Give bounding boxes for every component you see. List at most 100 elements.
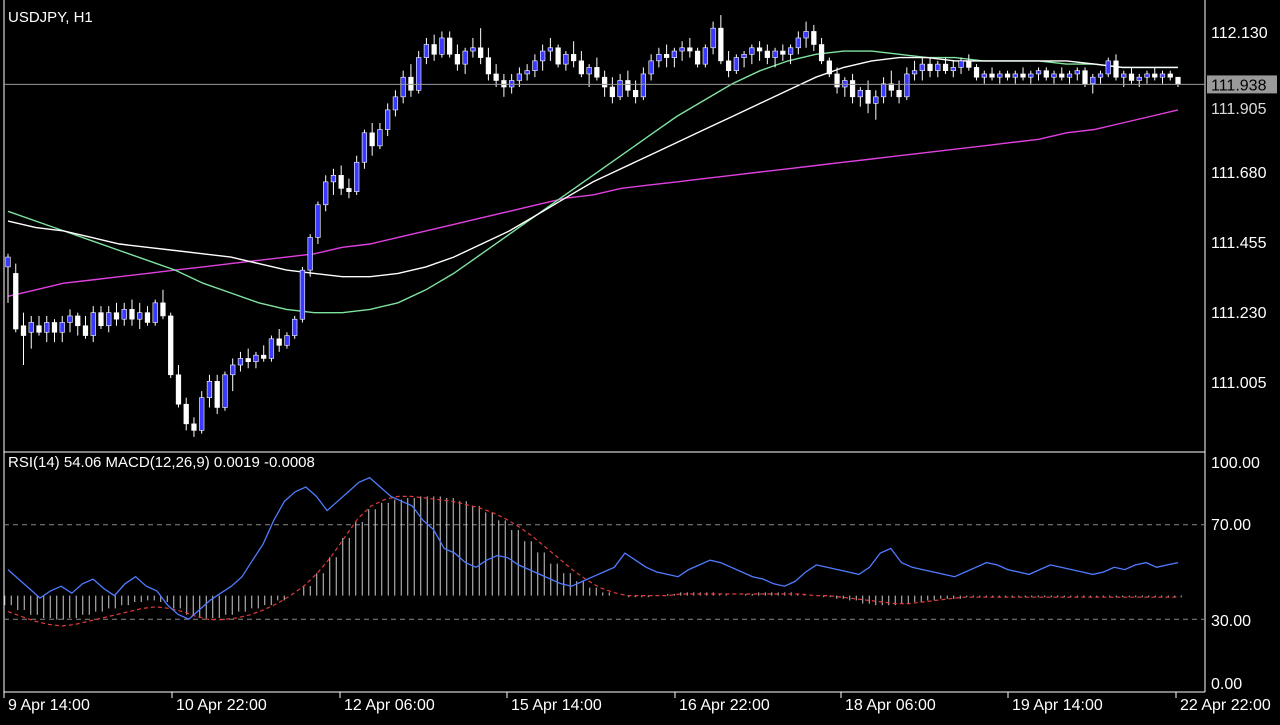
bear-candle [214,381,220,408]
bull-candle [5,256,11,268]
bull-candle [67,315,73,323]
bull-candle [237,358,244,366]
bull-candle [1097,73,1104,78]
bull-candle [416,57,422,91]
indicator-tick: 0.00 [1211,676,1242,693]
bear-candle [98,312,104,327]
bull-candle [904,73,910,98]
bear-candle [191,423,197,431]
bull-candle [586,67,592,75]
bear-candle [601,76,608,88]
bull-candle [772,50,778,58]
bear-candle [175,374,182,405]
bull-candle [307,237,313,271]
current-price-label: 111.938 [1211,77,1267,94]
bear-candle [51,322,58,333]
price-panel[interactable] [5,15,1181,437]
time-tick: 9 Apr 14:00 [8,697,90,714]
bear-candle [493,73,499,81]
bull-candle [106,312,112,327]
indicator-panel[interactable] [4,476,1205,627]
price-tick: 111.455 [1211,235,1267,252]
bear-candle [780,50,786,55]
bull-candle [1012,73,1018,78]
bull-candle [656,54,662,62]
bear-candle [1175,76,1181,85]
bear-candle [447,37,453,55]
ma-slow-line [7,109,1179,297]
bull-candle [842,80,848,88]
bear-candle [687,47,693,52]
bull-candle [284,335,290,346]
indicator-tick: 100.00 [1211,455,1260,472]
bull-candle [377,129,383,147]
bull-candle [563,54,569,65]
bear-candle [485,57,492,75]
price-tick: 111.005 [1211,375,1267,392]
bull-candle [671,50,677,58]
bull-candle [524,70,530,75]
bull-candle [950,67,956,71]
bear-candle [571,54,577,62]
bear-candle [1128,73,1135,81]
bear-candle [168,315,174,376]
bear-candle [369,132,375,147]
bull-candle [509,80,515,88]
bull-candle [392,96,399,111]
bear-candle [1082,70,1088,85]
bear-candle [896,89,902,98]
bull-candle [1159,73,1166,78]
bear-candle [36,325,42,333]
bear-candle [183,403,189,425]
bull-candle [152,302,158,323]
bear-candle [129,309,135,320]
bull-candle [1028,73,1034,78]
bull-candle [935,63,941,71]
bear-candle [160,302,166,317]
bull-candle [997,73,1003,78]
bull-candle [137,312,143,320]
bull-candle [803,31,809,39]
bear-candle [1004,73,1011,78]
bear-candle [113,312,120,320]
bull-candle [199,397,205,431]
bull-candle [1136,76,1142,81]
bull-candle [330,175,337,183]
bull-candle [873,96,879,104]
ma-fast-line [7,56,1178,278]
indicator-label: RSI(14) 54.06 MACD(12,26,9) 0.0019 -0.00… [8,454,315,471]
bull-candle [857,89,863,98]
bear-candle [989,73,995,78]
time-tick: 12 Apr 06:00 [344,697,435,714]
bear-candle [849,80,856,98]
bull-candle [315,204,321,238]
bull-candle [253,354,259,363]
bull-candle [121,309,127,320]
bear-candle [408,76,414,91]
bull-candle [206,381,213,398]
bear-candle [927,63,933,71]
bull-candle [787,47,794,55]
bull-candle [795,37,801,49]
bear-candle [973,67,980,78]
bull-candle [299,269,306,320]
bull-candle [59,322,65,333]
bull-candle [648,60,654,75]
symbol-label: USDJPY, H1 [8,9,93,26]
bull-candle [1066,73,1073,78]
price-axis: 112.130 111.680 111.455 111.230 111.005 [1211,25,1268,392]
bull-candle [919,63,925,71]
bear-candle [346,188,352,192]
bull-candle [292,318,298,336]
price-tick: 111.230 [1211,305,1267,322]
bear-candle [555,47,561,65]
bear-candle [609,86,615,98]
bear-candle [594,67,600,78]
bull-candle [361,132,368,163]
bear-candle [632,89,639,98]
bear-candle [888,83,894,91]
time-tick: 19 Apr 14:00 [1012,697,1103,714]
bull-candle [230,364,236,376]
